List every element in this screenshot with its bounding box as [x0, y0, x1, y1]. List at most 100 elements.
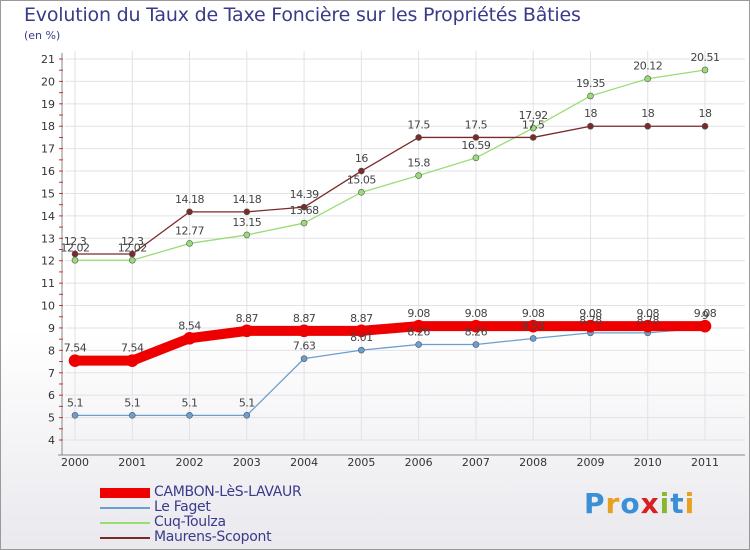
data-point: [584, 319, 597, 333]
data-point: [641, 319, 655, 333]
data-point: [128, 250, 136, 258]
data-label: 8.53: [522, 319, 545, 332]
data-label: 9.08: [465, 307, 488, 320]
data-point: [358, 167, 365, 175]
data-label: 12.77: [175, 224, 204, 237]
data-label: 18: [699, 107, 712, 120]
x-tick-label: 2011: [691, 456, 719, 469]
data-label: 8.01: [350, 331, 373, 344]
data-label: 8.26: [407, 326, 430, 339]
y-tick-label: 9: [48, 322, 55, 335]
data-point: [472, 154, 480, 162]
data-point: [587, 122, 594, 130]
legend-swatch: [100, 507, 150, 509]
data-point: [243, 412, 251, 419]
data-label: 9.08: [579, 307, 602, 320]
data-label: 9.08: [694, 307, 717, 320]
y-axis-unit-label: (en %): [24, 29, 61, 42]
data-label: 5.1: [182, 396, 198, 409]
data-point: [71, 256, 79, 264]
data-label: 20.51: [691, 51, 720, 64]
data-point: [71, 412, 79, 419]
data-label: 18: [584, 107, 597, 120]
data-point: [526, 319, 540, 333]
data-point: [186, 412, 193, 419]
data-point: [358, 189, 365, 196]
data-point: [587, 92, 594, 100]
data-point: [68, 354, 82, 367]
data-label: 19.35: [576, 77, 605, 90]
x-tick-label: 2000: [61, 456, 89, 469]
data-label: 8.78: [579, 314, 602, 327]
data-point: [529, 124, 537, 132]
data-point: [415, 134, 422, 141]
data-label: 17.5: [522, 118, 545, 131]
data-point: [701, 122, 709, 130]
data-point: [125, 354, 139, 367]
proxiti-logo: Proxiti: [584, 487, 696, 520]
data-label: 7.54: [121, 342, 144, 355]
data-label: 14.39: [290, 188, 319, 201]
legend-label: CAMBON-LèS-LAVAUR: [154, 484, 302, 500]
data-label: 13.68: [290, 204, 319, 217]
y-tick-label: 8: [48, 344, 55, 357]
data-point: [243, 208, 251, 216]
y-tick-label: 19: [41, 98, 55, 111]
data-label: 5.1: [239, 396, 255, 409]
data-label: 9.08: [522, 307, 545, 320]
data-label: 18: [641, 107, 654, 120]
data-label: 17.92: [519, 109, 548, 122]
data-point: [698, 319, 712, 333]
data-label: 13.15: [232, 216, 261, 229]
legend-label: Le Faget: [154, 499, 211, 515]
data-point: [300, 219, 308, 227]
data-point: [469, 319, 483, 333]
data-point: [240, 324, 254, 338]
data-label: 15.8: [407, 157, 430, 170]
data-label: 15.05: [347, 173, 376, 186]
legend-swatch: [100, 488, 150, 498]
data-point: [472, 134, 480, 141]
data-point: [243, 231, 251, 239]
x-tick-label: 2009: [576, 456, 604, 469]
data-label: 8.87: [293, 312, 316, 325]
series-line-2: [74, 69, 706, 261]
x-tick-label: 2004: [290, 456, 318, 469]
legend-swatch: [100, 537, 150, 539]
series-line-0: [70, 321, 710, 366]
data-point: [412, 319, 425, 333]
x-tick-label: 2005: [347, 456, 375, 469]
y-tick-label: 13: [41, 232, 55, 245]
data-label: 8.87: [350, 312, 373, 325]
y-tick-label: 11: [41, 277, 55, 290]
data-point: [300, 355, 308, 362]
y-tick-label: 21: [41, 53, 55, 66]
chart-title: Evolution du Taux de Taxe Foncière sur l…: [24, 4, 581, 26]
data-label: 16.59: [461, 139, 490, 152]
data-label: 12.02: [118, 241, 147, 254]
data-label: 12.3: [121, 235, 144, 248]
data-point: [644, 122, 652, 130]
data-point: [71, 250, 79, 258]
data-label: 9.08: [407, 307, 430, 320]
data-label: 16: [355, 152, 368, 165]
data-label: 9.08: [636, 307, 659, 320]
data-point: [186, 208, 193, 216]
x-tick-label: 2002: [176, 456, 204, 469]
data-point: [355, 324, 368, 338]
data-label: 5.1: [124, 396, 140, 409]
data-label: 7.63: [293, 340, 316, 353]
y-tick-label: 5: [48, 412, 55, 425]
data-point: [128, 412, 136, 419]
data-label: 8.78: [636, 314, 659, 327]
data-point: [472, 341, 480, 348]
legend-label: Cuq-Toulza: [154, 514, 226, 530]
x-tick-label: 2010: [634, 456, 662, 469]
data-point: [128, 256, 136, 264]
y-tick-label: 17: [41, 143, 55, 156]
x-tick-label: 2003: [233, 456, 261, 469]
data-label: 8.26: [465, 326, 488, 339]
data-label: 12.3: [64, 235, 87, 248]
